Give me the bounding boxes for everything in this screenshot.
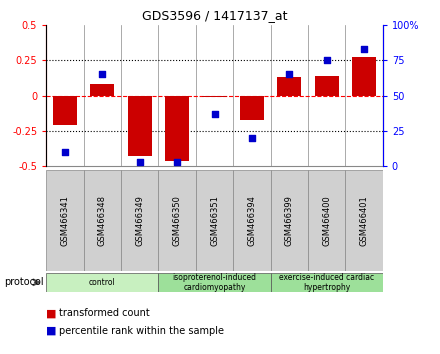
Text: GSM466350: GSM466350 — [172, 195, 182, 246]
Bar — [352, 57, 376, 96]
Text: GSM466351: GSM466351 — [210, 195, 219, 246]
Point — [173, 159, 181, 165]
Text: ■: ■ — [46, 308, 57, 318]
Text: GSM466394: GSM466394 — [247, 195, 257, 246]
Point — [211, 111, 218, 117]
Bar — [46, 170, 84, 271]
Bar — [165, 96, 189, 161]
Bar — [121, 170, 158, 271]
Title: GDS3596 / 1417137_at: GDS3596 / 1417137_at — [142, 9, 287, 22]
Text: isoproterenol-induced
cardiomyopathy: isoproterenol-induced cardiomyopathy — [172, 273, 257, 292]
FancyBboxPatch shape — [271, 273, 383, 292]
Point — [361, 46, 368, 52]
Bar — [240, 96, 264, 120]
Point — [248, 135, 255, 141]
Text: GSM466349: GSM466349 — [135, 195, 144, 246]
Point — [99, 72, 106, 77]
Bar — [53, 96, 77, 125]
Text: GSM466341: GSM466341 — [60, 195, 70, 246]
Text: GSM466400: GSM466400 — [322, 195, 331, 246]
Bar — [233, 170, 271, 271]
Text: transformed count: transformed count — [59, 308, 150, 318]
Bar — [202, 96, 227, 97]
FancyBboxPatch shape — [158, 273, 271, 292]
Point — [286, 72, 293, 77]
Bar — [196, 170, 233, 271]
Bar — [315, 76, 339, 96]
Bar — [345, 170, 383, 271]
Bar — [158, 170, 196, 271]
Point — [323, 57, 330, 63]
Text: percentile rank within the sample: percentile rank within the sample — [59, 326, 224, 336]
Bar — [90, 84, 114, 96]
Point — [61, 149, 69, 155]
Bar — [84, 170, 121, 271]
Text: control: control — [89, 278, 116, 287]
Point — [136, 159, 143, 165]
FancyBboxPatch shape — [46, 273, 158, 292]
Bar — [128, 96, 152, 156]
Bar — [308, 170, 345, 271]
Text: GSM466401: GSM466401 — [359, 195, 369, 246]
Text: protocol: protocol — [4, 277, 44, 287]
Text: exercise-induced cardiac
hypertrophy: exercise-induced cardiac hypertrophy — [279, 273, 374, 292]
Text: GSM466348: GSM466348 — [98, 195, 107, 246]
Text: GSM466399: GSM466399 — [285, 195, 294, 246]
Text: ■: ■ — [46, 326, 57, 336]
Bar — [277, 77, 301, 96]
Bar — [271, 170, 308, 271]
